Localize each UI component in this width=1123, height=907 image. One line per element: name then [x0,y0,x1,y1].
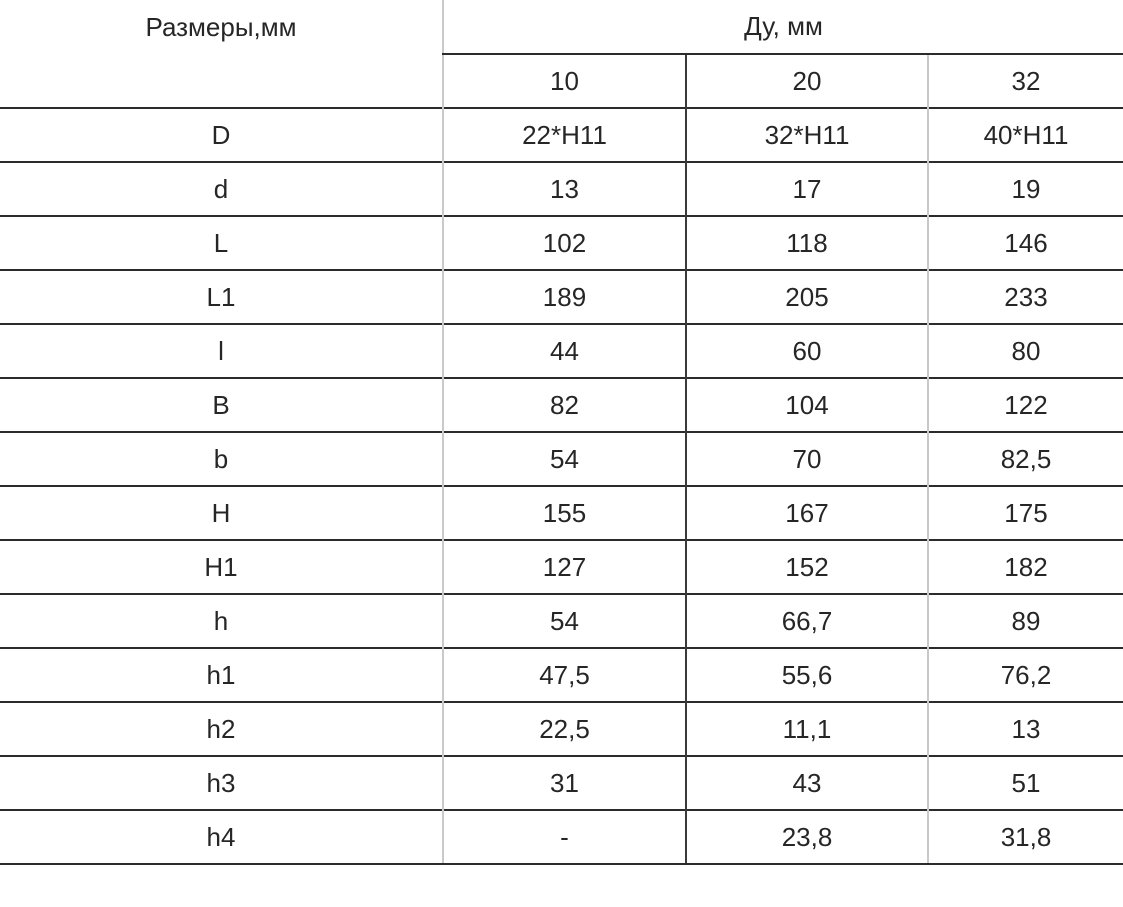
row-value: 23,8 [685,809,928,865]
table-row: D 22*H11 32*H11 40*H11 [0,107,1123,162]
row-value: 13 [442,161,686,216]
row-value: 31 [442,755,686,810]
row-value: 47,5 [442,647,686,702]
table-row: h2 22,5 11,1 13 [0,701,1123,756]
header-col-dn-32: 32 [927,54,1123,108]
table-row: h3 31 43 51 [0,755,1123,810]
row-label: D [0,107,443,162]
row-label: h1 [0,647,443,702]
row-label: d [0,161,443,216]
row-value: 40*H11 [927,107,1123,162]
row-value: 80 [927,323,1123,378]
dimensions-table: Размеры,мм Ду, мм 10 20 32 D 22*H11 32*H11… [0,0,1123,865]
row-value: 13 [927,701,1123,756]
row-value: 233 [927,269,1123,324]
table-row: b 54 70 82,5 [0,431,1123,486]
table-row: L 102 118 146 [0,215,1123,270]
row-value: 66,7 [685,593,928,648]
table-header: Размеры,мм Ду, мм 10 20 32 [0,0,1123,108]
row-value: 32*H11 [685,107,928,162]
row-value: 189 [442,269,686,324]
row-label: H [0,485,443,540]
row-label: h [0,593,443,648]
row-value: 89 [927,593,1123,648]
row-value: 205 [685,269,928,324]
header-row-sizes: 10 20 32 [0,54,1123,108]
header-col-dn-20: 20 [685,54,928,108]
row-value: 82,5 [927,431,1123,486]
table-row: h4-23,8 31,8 [0,809,1123,865]
row-label: b [0,431,443,486]
row-label: B [0,377,443,432]
table-row: B 82 104 122 [0,377,1123,432]
row-value: 43 [685,755,928,810]
row-label: L1 [0,269,443,324]
header-dimensions-title: Размеры,мм [145,11,297,42]
table-row: d 13 17 19 [0,161,1123,216]
row-label: l [0,323,443,378]
table-row: h 54 66,7 89 [0,593,1123,648]
row-value: 55,6 [685,647,928,702]
table-row: L1 189 205 233 [0,269,1123,324]
row-value: 76,2 [927,647,1123,702]
row-value: 182 [927,539,1123,594]
row-value: 31,8 [927,809,1123,865]
row-value: 11,1 [685,701,928,756]
header-col-dn-10: 10 [442,54,686,108]
row-value: 104 [685,377,928,432]
row-value: 54 [442,431,686,486]
row-value: 22,5 [442,701,686,756]
row-label: L [0,215,443,270]
row-value: 118 [685,215,928,270]
row-label: h2 [0,701,443,756]
row-value: 175 [927,485,1123,540]
row-label: H1 [0,539,443,594]
row-value: 51 [927,755,1123,810]
row-value: - [442,809,686,865]
table-body: D 22*H11 32*H11 40*H11 d 13 17 19 L 102 118 146 L1 18… [0,107,1123,865]
row-value: 82 [442,377,686,432]
header-nominal-diameter-title: Ду, мм [442,0,1123,55]
row-value: 152 [685,539,928,594]
row-label: h3 [0,755,443,810]
row-value: 17 [685,161,928,216]
row-label: h4 [0,809,443,865]
table-row: h1 47,5 55,6 76,2 [0,647,1123,702]
row-value: 167 [685,485,928,540]
row-value: 19 [927,161,1123,216]
row-value: 22*H11 [442,107,686,162]
table-row: H 155 167 175 [0,485,1123,540]
row-value: 102 [442,215,686,270]
table-row: l 44 60 80 [0,323,1123,378]
row-value: 60 [685,323,928,378]
row-value: 127 [442,539,686,594]
row-value: 44 [442,323,686,378]
row-value: 155 [442,485,686,540]
row-value: 122 [927,377,1123,432]
header-row-titles: Размеры,мм Ду, мм [0,0,1123,55]
row-value: 54 [442,593,686,648]
header-spacer [0,54,443,108]
row-value: 146 [927,215,1123,270]
table-row: H1 127 152 182 [0,539,1123,594]
row-value: 70 [685,431,928,486]
